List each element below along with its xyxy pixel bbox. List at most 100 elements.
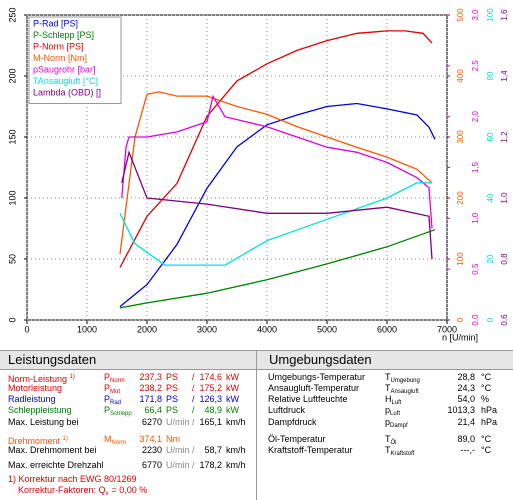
- row-label: Ansaugluft-Temperatur: [268, 383, 360, 393]
- value: 171,8: [139, 394, 162, 404]
- x-tick-label: 1000: [77, 324, 97, 334]
- unit: PS: [166, 383, 179, 393]
- unit: hPa: [481, 405, 498, 415]
- subscript: Schlepp: [110, 411, 132, 417]
- unit: Nm: [166, 434, 180, 444]
- unit: km/h: [226, 460, 246, 470]
- section-title: Umgebungsdaten: [269, 352, 372, 367]
- separator: /: [192, 372, 195, 382]
- row-label: Drehmoment 1): [8, 436, 68, 446]
- y-tick-label: 500: [456, 8, 465, 22]
- unit: °C: [481, 383, 492, 393]
- row-label: Kraftstoff-Temperatur: [268, 445, 353, 455]
- unit: km/h: [226, 445, 246, 455]
- y-tick-label: 0: [486, 317, 495, 322]
- row-label: Öl-Temperatur: [268, 434, 326, 444]
- value: 238,2: [139, 383, 162, 393]
- symbol: TKraftstoff: [385, 445, 415, 457]
- value: 54,0: [457, 394, 475, 404]
- row-label: Max. Leistung bei: [8, 417, 79, 427]
- unit: °C: [481, 445, 492, 455]
- symbol: pLuft: [385, 405, 401, 417]
- legend-entry: M-Norm [Nm]: [33, 53, 87, 63]
- y-tick-label: 150: [7, 129, 17, 144]
- symbol: pDampf: [385, 417, 408, 429]
- x-tick-label: 7000: [437, 324, 457, 334]
- y-tick-label: 250: [7, 7, 17, 22]
- value: 374,1: [139, 434, 162, 444]
- subscript: Rad: [110, 400, 122, 406]
- unit: PS: [166, 394, 179, 404]
- unit: U/min: [166, 417, 190, 427]
- x-tick-label: 5000: [317, 324, 337, 334]
- y-tick-label: 0,0: [471, 314, 480, 326]
- unit: %: [481, 394, 490, 404]
- factor-value: = 0,00 %: [111, 485, 148, 495]
- row-label: Radleistung: [8, 394, 56, 404]
- y-tick-label: 1,6: [500, 9, 509, 21]
- value: 126,3: [199, 394, 222, 404]
- row-label: Umgebungs-Temperatur: [268, 372, 366, 382]
- environment-table: Umgebungs-Temperatur TUmgebung 28,8 °C Ansau…: [257, 372, 513, 500]
- y-tick-label: 400: [456, 69, 465, 83]
- y-tick-label: 0: [7, 317, 17, 322]
- separator: /: [192, 417, 195, 427]
- value: 6770: [141, 460, 162, 470]
- x-tick-label: 2000: [137, 324, 157, 334]
- unit: PS: [166, 405, 179, 415]
- value: 175,2: [199, 383, 222, 393]
- subscript: Ansaugluft: [390, 389, 419, 395]
- y-tick-label: 0,8: [500, 253, 509, 265]
- x-tick-label: 3000: [197, 324, 217, 334]
- y-tick-label: 300: [456, 130, 465, 144]
- y-tick-label: 60: [486, 132, 495, 141]
- x-tick-label: 0: [24, 324, 29, 334]
- legend-entry: pSaugrohr [bar]: [33, 64, 96, 74]
- subscript: Kraftstoff: [390, 451, 415, 457]
- value: 1013,3: [447, 405, 475, 415]
- value: 6270: [141, 417, 162, 427]
- value: ---,-: [460, 445, 476, 455]
- subscript: Luft: [390, 411, 401, 417]
- value: 66,4: [144, 405, 162, 415]
- symbol: PMot: [104, 383, 121, 395]
- legend-entry: Lambda (OBD) []: [33, 87, 101, 97]
- value: 21,4: [457, 417, 475, 427]
- y-tick-label: 200: [7, 68, 17, 83]
- subscript: Umgebung: [390, 378, 420, 384]
- unit: km/h: [226, 417, 246, 427]
- y-tick-label: 80: [486, 71, 495, 80]
- performance-table: Norm-Leistung 1) PNorm 237,3 PS / 174,6 kW Moto…: [0, 372, 256, 500]
- legend-entry: P-Norm [PS]: [33, 41, 84, 51]
- legend-entry: P-Rad [PS]: [33, 18, 78, 28]
- data-line: [119, 91, 433, 255]
- value: 48,9: [204, 405, 222, 415]
- symbol: PNorm: [104, 372, 125, 384]
- legend-entry: TAnsaugluft [°C]: [33, 76, 98, 86]
- value: 58,7: [204, 445, 222, 455]
- x-axis-label: n [U/min]: [442, 332, 478, 342]
- x-tick-label: 6000: [377, 324, 397, 334]
- y-tick-label: 200: [456, 191, 465, 205]
- row-label: Max. Drehmoment bei: [8, 445, 97, 455]
- unit: hPa: [481, 417, 498, 427]
- y-tick-label: 20: [486, 254, 495, 263]
- data-line: [119, 182, 432, 266]
- separator: /: [192, 383, 195, 393]
- y-tick-label: 40: [486, 193, 495, 202]
- row-label: Max. erreichte Drehzahl: [8, 460, 104, 470]
- y-tick-label: 100: [486, 8, 495, 22]
- unit: kW: [226, 394, 239, 404]
- row-label: Schleppleistung: [8, 405, 72, 415]
- value: 174,6: [199, 372, 222, 382]
- y-tick-label: 1,5: [471, 161, 480, 173]
- separator: /: [192, 445, 195, 455]
- x-tick-label: 4000: [257, 324, 277, 334]
- factor: Korrektur-Faktoren: Qv = 0,00 %: [18, 485, 148, 497]
- divider: [256, 350, 257, 500]
- y-tick-label: 100: [456, 252, 465, 266]
- y-tick-label: 2,5: [471, 60, 480, 72]
- row-label: Dampfdruck: [268, 417, 317, 427]
- row-label: Relative Luftfeuchte: [268, 394, 348, 404]
- subscript: Luft: [391, 400, 402, 406]
